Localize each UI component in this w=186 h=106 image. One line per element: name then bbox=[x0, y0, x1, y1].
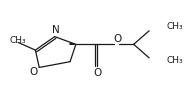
Text: N: N bbox=[52, 25, 60, 35]
Text: O: O bbox=[29, 67, 38, 77]
Text: CH₃: CH₃ bbox=[9, 36, 26, 45]
Text: CH₃: CH₃ bbox=[166, 22, 183, 31]
Text: CH₃: CH₃ bbox=[166, 56, 183, 65]
Text: O: O bbox=[113, 33, 121, 44]
Text: O: O bbox=[93, 68, 101, 78]
